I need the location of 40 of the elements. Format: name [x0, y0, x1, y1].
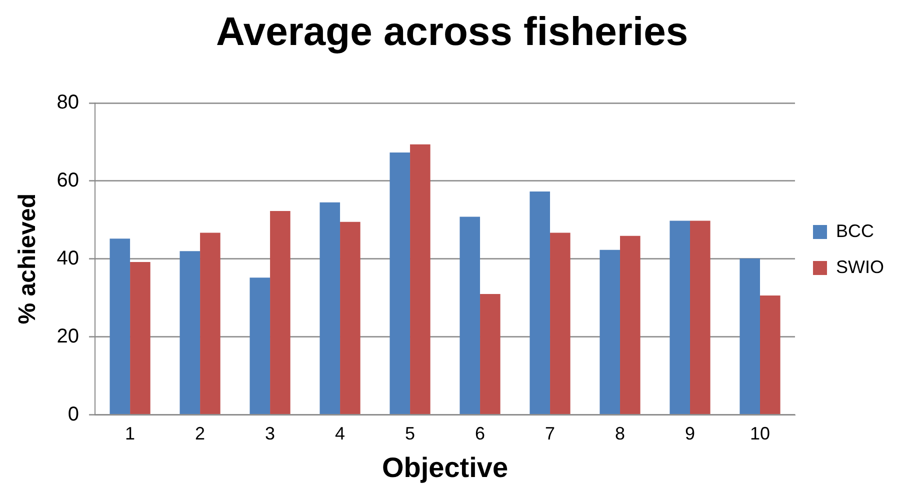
- y-tick-label: 0: [68, 403, 80, 426]
- x-tick-label: 3: [265, 424, 276, 444]
- x-tick-label: 6: [475, 424, 486, 444]
- bar: [390, 152, 410, 414]
- bar: [200, 232, 220, 414]
- bar: [410, 144, 430, 414]
- legend-label: SWIO: [836, 256, 884, 277]
- y-tick-label: 80: [56, 92, 80, 114]
- x-tick-label: 9: [685, 424, 696, 444]
- x-axis-title: Objective: [382, 452, 508, 483]
- bar: [620, 236, 640, 414]
- bar: [110, 238, 130, 414]
- bar: [250, 278, 270, 414]
- x-tick-label: 8: [615, 424, 626, 444]
- bar: [320, 202, 340, 414]
- bar: [180, 251, 200, 414]
- bar: [600, 250, 620, 414]
- x-tick-label: 7: [545, 424, 556, 444]
- legend-label: BCC: [836, 220, 874, 241]
- y-tick-label: 40: [56, 247, 80, 270]
- x-tick-label: 5: [405, 424, 416, 444]
- x-tick-label: 4: [335, 424, 346, 444]
- x-tick-label: 2: [195, 424, 206, 444]
- bar: [270, 210, 290, 414]
- x-tick-label: 10: [750, 424, 770, 444]
- bar: [740, 258, 760, 414]
- x-tick-label: 1: [125, 424, 136, 444]
- bar: [480, 294, 500, 414]
- bar: [550, 232, 570, 414]
- bar: [130, 262, 150, 414]
- y-tick-label: 60: [56, 169, 80, 192]
- bar: [760, 296, 780, 414]
- bar: [340, 222, 360, 414]
- bar: [460, 216, 480, 414]
- bar: [670, 220, 690, 414]
- bar: [530, 191, 550, 414]
- chart-title: Average across fisheries: [216, 10, 688, 54]
- bar: [690, 220, 710, 414]
- y-axis-title: % achieved: [14, 194, 42, 324]
- y-tick-label: 20: [56, 325, 80, 348]
